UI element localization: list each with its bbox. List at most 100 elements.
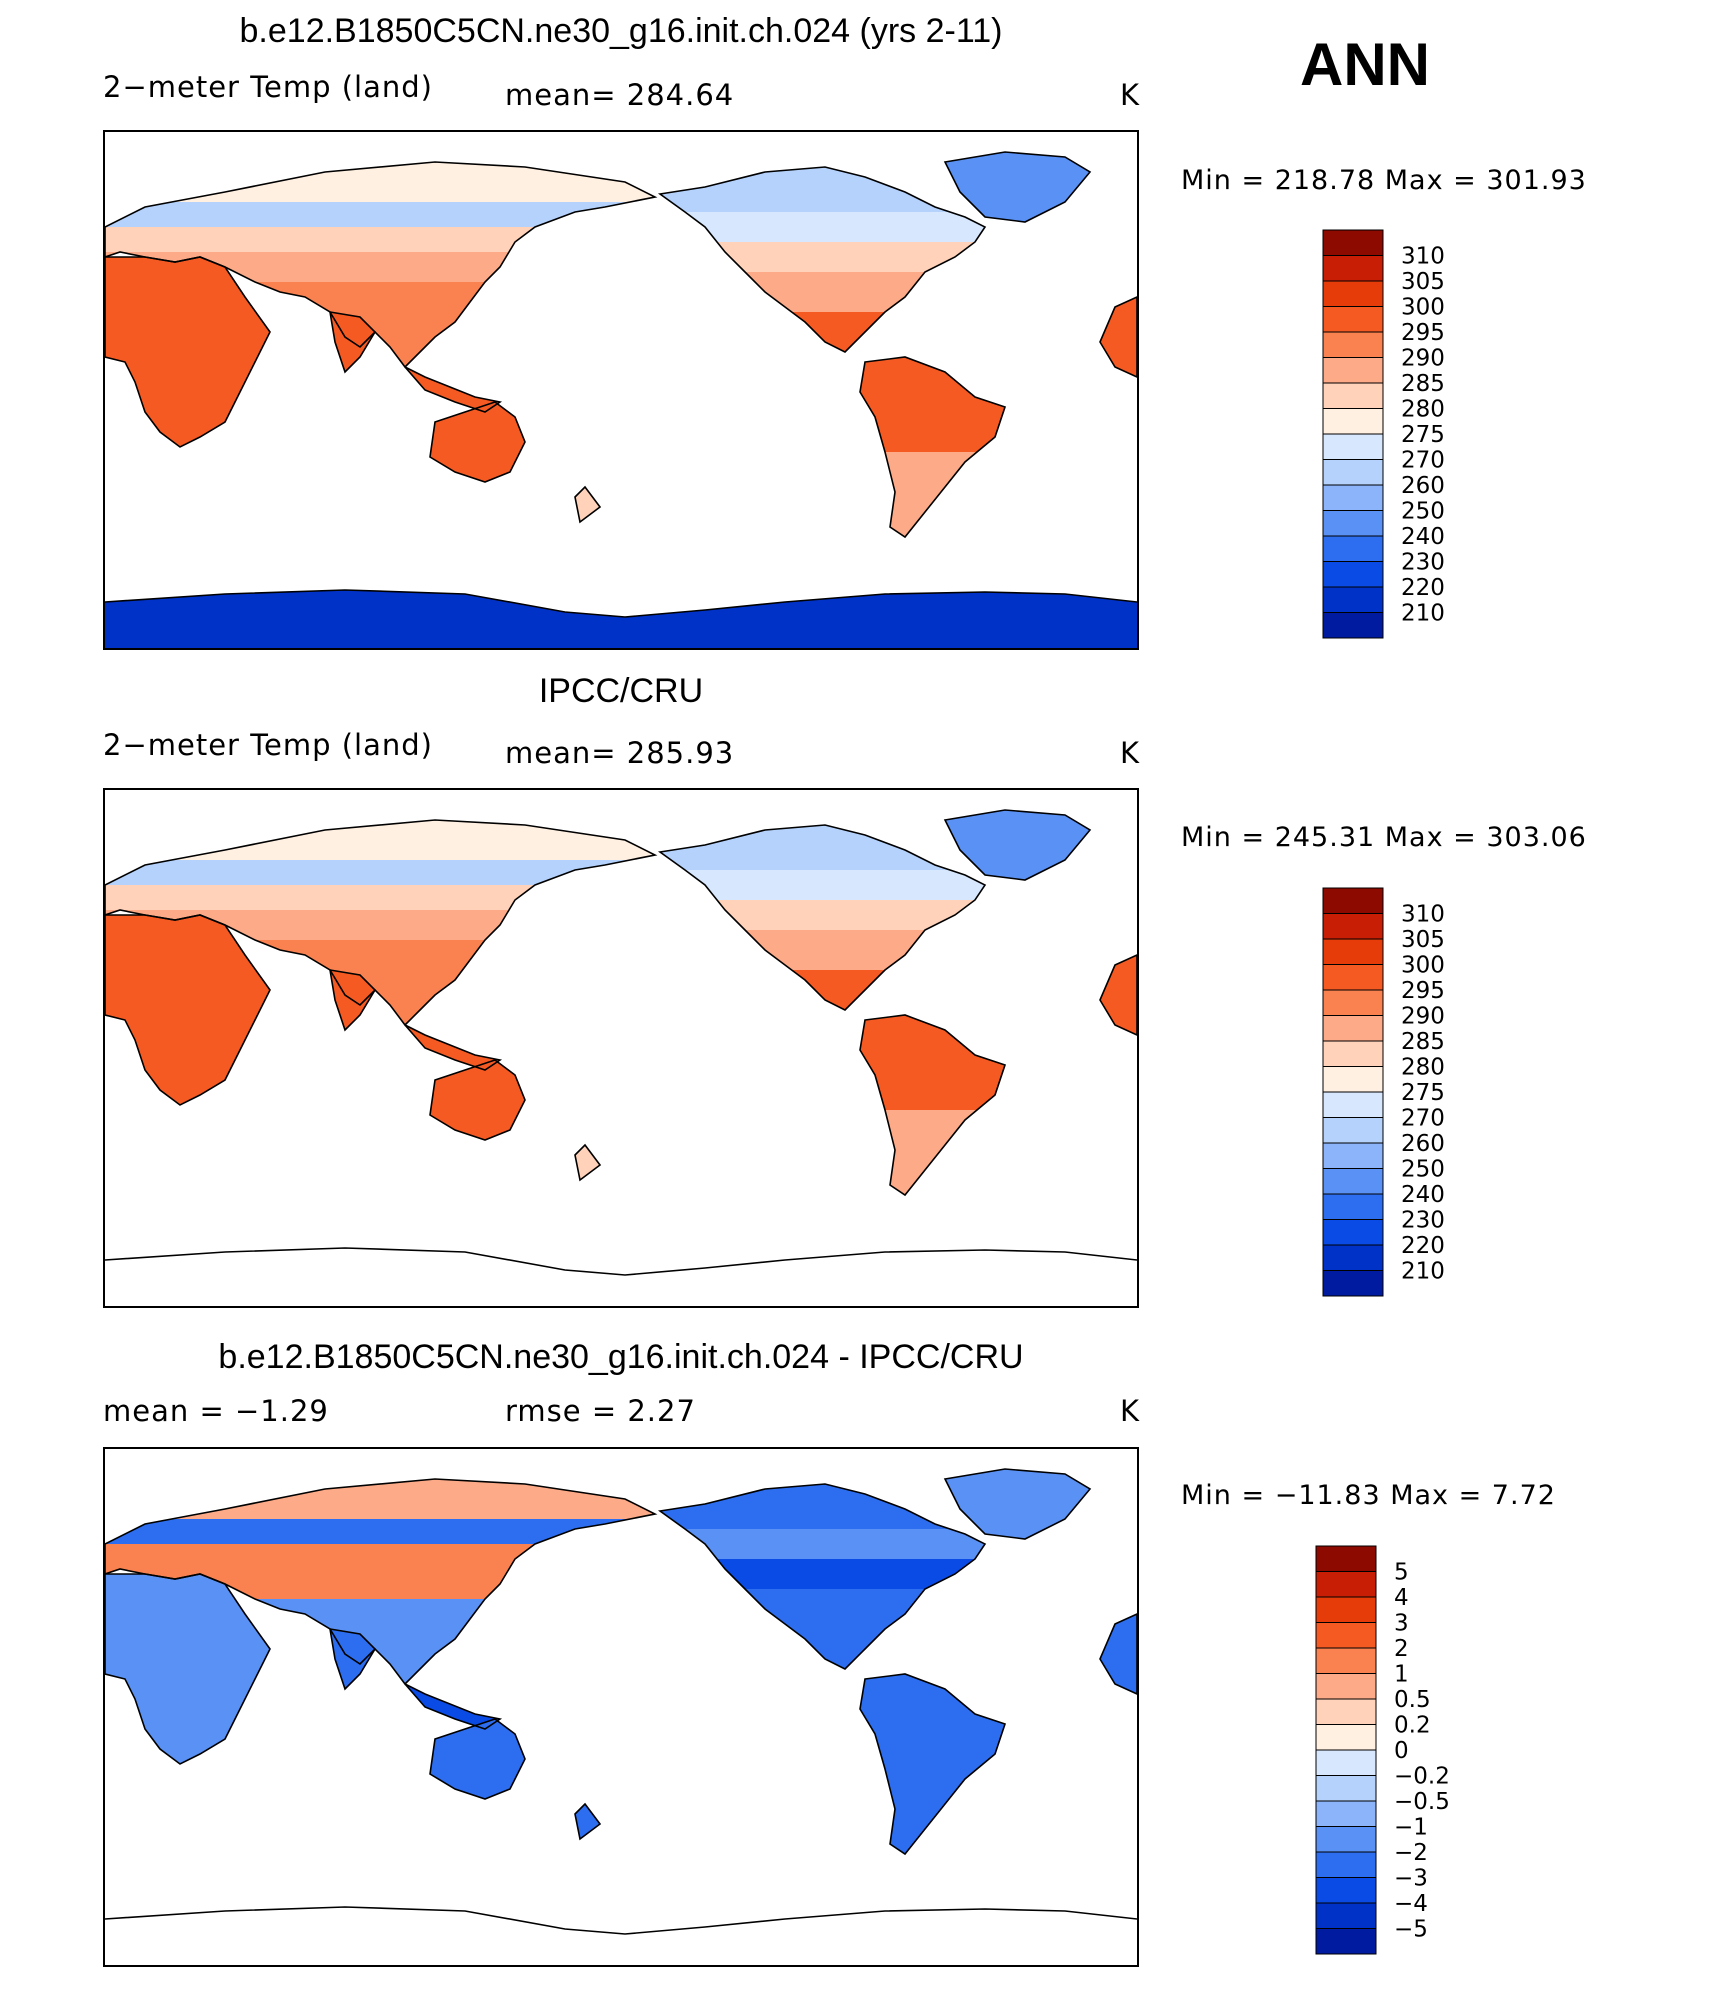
coastline-namerica xyxy=(657,1483,987,1670)
coastline-india xyxy=(329,969,377,1032)
colorbar-boxes xyxy=(1315,1545,1377,1955)
colorbar-box xyxy=(1315,1877,1377,1904)
colorbar-tick-label: 220 xyxy=(1401,1233,1445,1259)
coastlines xyxy=(105,809,1137,1276)
colorbar-tick-label: 310 xyxy=(1401,902,1445,928)
colorbar-tick-label: 210 xyxy=(1401,1259,1445,1285)
coastline-greenland xyxy=(943,151,1092,223)
colorbar-box xyxy=(1322,1142,1384,1169)
colorbar-tick-label: 280 xyxy=(1401,397,1445,423)
panel1-colorbar: 310 305 300 295 290 285 280 275 270 260 250 240 230 2… xyxy=(1322,229,1483,640)
colorbar-box xyxy=(1322,459,1384,486)
colorbar-box xyxy=(1315,1596,1377,1623)
colorbar-box xyxy=(1322,1091,1384,1118)
colorbar-tick-label: 0.2 xyxy=(1394,1713,1431,1739)
colorbar-tick-label: 275 xyxy=(1401,422,1445,448)
coastline-nz xyxy=(574,1143,602,1182)
land-band xyxy=(860,1769,1005,1854)
colorbar-box xyxy=(1322,484,1384,511)
panel2-units: K xyxy=(1120,736,1141,770)
colorbar-box xyxy=(1315,1724,1377,1751)
panel3-rmse: rmse = 2.27 xyxy=(505,1394,696,1428)
panel3-minmax: Min = −11.83 Max = 7.72 xyxy=(1181,1480,1556,1511)
colorbar-tick-label: 210 xyxy=(1401,601,1445,627)
colorbar-box xyxy=(1322,561,1384,588)
panel2-title: IPCC/CRU xyxy=(538,672,704,710)
panel1-map-svg xyxy=(105,151,1137,648)
coastline-namerica xyxy=(657,166,987,353)
coastline-africa xyxy=(105,256,271,448)
colorbar-box xyxy=(1322,938,1384,965)
land-band xyxy=(660,1529,985,1559)
panel2-minmax: Min = 245.31 Max = 303.06 xyxy=(1181,822,1587,853)
colorbar-box xyxy=(1322,887,1384,914)
colorbar-tick-label: 250 xyxy=(1401,499,1445,525)
coastlines xyxy=(105,151,1137,618)
colorbar-box xyxy=(1322,1270,1384,1297)
land-fill-layer xyxy=(105,810,1137,1195)
colorbar-tick-label: 3 xyxy=(1394,1611,1409,1637)
colorbar-tick-label: −0.2 xyxy=(1394,1764,1450,1790)
coastline-africa_east xyxy=(1099,954,1137,1036)
colorbar-tick-label: −0.5 xyxy=(1394,1789,1450,1815)
colorbar-tick-label: 295 xyxy=(1401,320,1445,346)
colorbar-box xyxy=(1322,382,1384,409)
colorbar-box xyxy=(1315,1622,1377,1649)
panel2-map-svg xyxy=(105,809,1137,1276)
colorbar-box xyxy=(1315,1698,1377,1725)
colorbar-box xyxy=(1322,433,1384,460)
coastline-antarctica xyxy=(105,1247,1137,1276)
colorbar-box xyxy=(1322,535,1384,562)
colorbar-tick-label: 275 xyxy=(1401,1080,1445,1106)
antarctica-fill xyxy=(105,590,1137,648)
panel3-units: K xyxy=(1120,1394,1141,1428)
coastline-australia xyxy=(429,401,526,483)
colorbar-tick-label: 290 xyxy=(1401,346,1445,372)
panel2-mean: mean= 285.93 xyxy=(505,736,735,770)
colorbar-boxes xyxy=(1322,229,1384,639)
panel1-colorbar-svg: 3103053002952902852802752702602502402302… xyxy=(1322,229,1445,639)
colorbar-box xyxy=(1322,280,1384,307)
colorbar-box xyxy=(1322,1015,1384,1042)
colorbar-tick-label: 230 xyxy=(1401,1208,1445,1234)
colorbar-tick-label: 300 xyxy=(1401,953,1445,979)
coastline-india xyxy=(329,1628,377,1691)
panel3-colorbar: 5 4 3 2 1 0.5 0.2 0 −0.2 −0.5 −1 −2 −3 −4 −5 xyxy=(1315,1545,1486,1956)
colorbar-box xyxy=(1322,408,1384,435)
colorbar-tick-label: 250 xyxy=(1401,1157,1445,1183)
land-fill-layer xyxy=(105,152,1137,537)
colorbar-box xyxy=(1322,1117,1384,1144)
coastline-australia xyxy=(429,1718,526,1800)
land-band xyxy=(660,212,985,242)
colorbar-tick-label: 305 xyxy=(1401,927,1445,953)
coastline-africa_east xyxy=(1099,296,1137,378)
colorbar-tick-label: 2 xyxy=(1394,1636,1409,1662)
colorbar-tick-label: 310 xyxy=(1401,244,1445,270)
colorbar-tick-label: −5 xyxy=(1394,1917,1428,1943)
coastline-india xyxy=(329,311,377,374)
land-band xyxy=(105,1569,655,1599)
coastline-greenland xyxy=(943,1468,1092,1540)
panel3-mean: mean = −1.29 xyxy=(103,1394,329,1428)
colorbar-tick-label: 220 xyxy=(1401,575,1445,601)
colorbar-box xyxy=(1322,331,1384,358)
colorbar-box xyxy=(1322,306,1384,333)
colorbar-box xyxy=(1315,1647,1377,1674)
coastline-australia xyxy=(429,1059,526,1141)
land-fill-layer xyxy=(105,1469,1137,1854)
coastline-antarctica xyxy=(105,1906,1137,1935)
colorbar-box xyxy=(1315,1571,1377,1598)
colorbar-box xyxy=(1315,1928,1377,1955)
colorbar-tick-label: −1 xyxy=(1394,1815,1428,1841)
colorbar-box xyxy=(1322,1193,1384,1220)
colorbar-tick-label: 285 xyxy=(1401,371,1445,397)
colorbar-tick-label: 260 xyxy=(1401,473,1445,499)
coastline-samerica xyxy=(859,356,1007,539)
colorbar-box xyxy=(1315,1749,1377,1776)
colorbar-box xyxy=(1322,964,1384,991)
coastline-africa xyxy=(105,914,271,1106)
land-band xyxy=(105,252,655,282)
season-label: ANN xyxy=(1300,31,1430,98)
colorbar-tick-label: 270 xyxy=(1401,1106,1445,1132)
